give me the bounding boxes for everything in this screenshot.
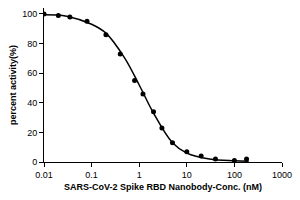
svg-text:20: 20 [27,128,37,138]
svg-text:100: 100 [227,170,242,180]
svg-text:60: 60 [27,68,37,78]
svg-text:SARS-CoV-2 Spike RBD Nanobody-: SARS-CoV-2 Spike RBD Nanobody-Conc. (nM) [64,182,262,192]
svg-text:1000: 1000 [272,170,292,180]
svg-text:40: 40 [27,98,37,108]
svg-text:percent activity(%): percent activity(%) [8,45,18,125]
svg-text:10: 10 [182,170,192,180]
svg-text:0: 0 [32,157,37,167]
svg-text:0.01: 0.01 [35,170,53,180]
svg-text:80: 80 [27,39,37,49]
svg-text:1: 1 [137,170,142,180]
svg-text:100: 100 [22,9,37,19]
svg-text:0.1: 0.1 [85,170,98,180]
